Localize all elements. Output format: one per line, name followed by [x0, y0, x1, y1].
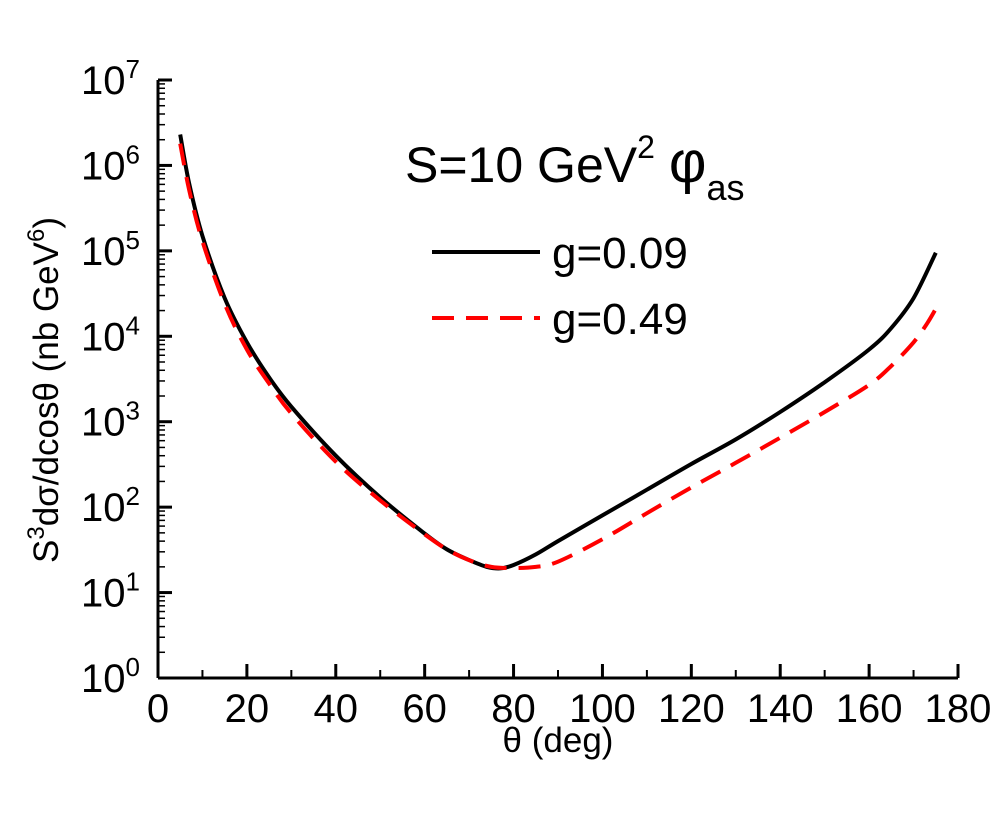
x-tick-label: 140	[747, 687, 814, 731]
y-tick-base: 10	[81, 230, 126, 274]
y-tick-exponent: 1	[126, 567, 140, 597]
y-tick-base: 10	[81, 486, 126, 530]
series-layer	[178, 134, 938, 571]
y-tick-base: 10	[81, 59, 126, 103]
legend-label-g049: g=0.49	[552, 295, 688, 344]
series-line-g049	[178, 143, 938, 571]
y-axis-title-gev-exponent: 6	[23, 229, 50, 242]
x-tick-label: 60	[402, 687, 447, 731]
x-axis-title: θ (deg)	[503, 721, 614, 760]
y-tick-base: 10	[81, 401, 126, 445]
chart-title: S=10 GeV2 φas	[405, 129, 745, 208]
y-tick-label: 105	[81, 225, 140, 274]
y-axis-title-s-exponent: 3	[23, 526, 50, 539]
y-tick-base: 10	[81, 572, 126, 616]
y-tick-exponent: 6	[126, 139, 140, 169]
y-ticks	[158, 78, 172, 680]
chart-title-subscript: as	[707, 167, 745, 208]
y-axis-title: S3dσ/dcosθ (nb GeV6)	[23, 217, 66, 563]
y-tick-label: 101	[81, 567, 140, 616]
x-tick-labels: 0 20 40 60 80 100 120 140 160 180	[147, 687, 992, 731]
y-tick-label: 106	[81, 139, 140, 188]
y-tick-label: 100	[81, 652, 140, 701]
series-line-g009	[178, 134, 938, 571]
y-tick-label: 102	[81, 481, 140, 530]
chart-title-exponent: 2	[637, 129, 655, 165]
y-tick-base: 10	[81, 315, 126, 359]
y-tick-exponent: 4	[126, 310, 140, 340]
y-axis-title-end: )	[27, 217, 66, 229]
y-tick-exponent: 2	[126, 481, 140, 511]
x-tick-label: 20	[225, 687, 270, 731]
legend-label-g009: g=0.09	[552, 229, 688, 278]
y-tick-exponent: 7	[126, 54, 140, 84]
x-tick-label: 100	[569, 687, 636, 731]
x-tick-label: 40	[314, 687, 359, 731]
y-tick-base: 10	[81, 657, 126, 701]
chart-title-phi: φ	[669, 130, 707, 195]
x-tick-label: 160	[836, 687, 903, 731]
x-ticks	[156, 664, 960, 678]
y-tick-base: 10	[81, 144, 126, 188]
y-tick-label: 104	[81, 310, 140, 359]
x-tick-label: 120	[658, 687, 725, 731]
y-tick-label: 103	[81, 396, 140, 445]
y-axis-title-s: S	[27, 540, 66, 563]
y-tick-exponent: 3	[126, 396, 140, 426]
chart-title-main: S=10 GeV	[405, 137, 638, 193]
y-tick-label: 107	[81, 54, 140, 103]
y-tick-exponent: 0	[126, 652, 140, 682]
y-tick-exponent: 5	[126, 225, 140, 255]
x-tick-label: 80	[491, 687, 536, 731]
x-tick-label: 0	[147, 687, 169, 731]
y-axis-title-main: dσ/dcosθ (nb GeV	[27, 241, 66, 526]
x-tick-label: 180	[925, 687, 992, 731]
legend: g=0.09 g=0.49	[432, 229, 688, 344]
